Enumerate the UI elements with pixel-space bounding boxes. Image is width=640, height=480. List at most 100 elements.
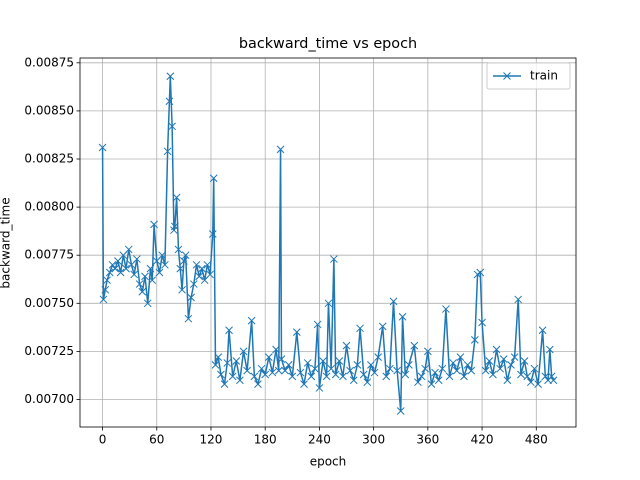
data-point bbox=[534, 380, 542, 388]
data-point bbox=[405, 361, 413, 369]
data-point bbox=[101, 285, 110, 294]
x-tick-label: 300 bbox=[362, 433, 385, 447]
data-point bbox=[417, 372, 426, 381]
data-point bbox=[198, 264, 206, 273]
y-tick-label: 0.00775 bbox=[24, 248, 74, 262]
data-point bbox=[476, 268, 485, 277]
data-point bbox=[449, 359, 458, 367]
data-point bbox=[398, 312, 407, 321]
legend: train bbox=[486, 62, 571, 90]
data-point bbox=[108, 260, 117, 269]
data-point bbox=[276, 145, 285, 154]
data-point bbox=[228, 372, 237, 381]
data-point bbox=[243, 366, 251, 375]
data-point bbox=[268, 368, 277, 377]
data-point bbox=[223, 359, 232, 367]
y-tick-label: 0.00825 bbox=[24, 152, 74, 166]
data-point bbox=[485, 357, 494, 365]
data-point bbox=[220, 380, 229, 388]
data-point bbox=[378, 322, 387, 331]
x-tick-label: 180 bbox=[254, 433, 277, 447]
data-point bbox=[349, 376, 358, 385]
data-point bbox=[172, 193, 181, 202]
y-tick-label: 0.00725 bbox=[24, 344, 74, 358]
data-point bbox=[331, 370, 340, 379]
y-tick-label: 0.00750 bbox=[24, 296, 74, 310]
data-point bbox=[184, 314, 193, 323]
data-point bbox=[163, 147, 172, 156]
data-point bbox=[514, 295, 523, 304]
data-point bbox=[165, 97, 174, 106]
data-point bbox=[143, 299, 152, 308]
data-point bbox=[103, 276, 111, 285]
data-point bbox=[272, 345, 280, 354]
data-point bbox=[442, 305, 450, 313]
data-point bbox=[410, 341, 419, 350]
data-point bbox=[434, 376, 443, 385]
data-point bbox=[327, 364, 336, 373]
plot-frame bbox=[79, 57, 577, 428]
data-point bbox=[303, 359, 312, 367]
data-point bbox=[168, 122, 176, 131]
data-point bbox=[264, 353, 273, 362]
data-point bbox=[146, 264, 155, 273]
data-point bbox=[274, 366, 283, 375]
data-point bbox=[438, 364, 447, 373]
data-point bbox=[460, 372, 468, 381]
data-point bbox=[99, 295, 108, 304]
data-point bbox=[189, 280, 198, 288]
data-point bbox=[105, 268, 114, 277]
x-axis-label: epoch bbox=[310, 455, 347, 469]
data-point bbox=[135, 280, 144, 288]
data-point bbox=[322, 372, 331, 381]
data-point bbox=[463, 361, 472, 369]
data-point bbox=[217, 370, 225, 379]
data-point bbox=[288, 372, 297, 381]
data-point bbox=[98, 143, 107, 152]
data-point bbox=[261, 370, 270, 379]
y-tick-label: 0.00850 bbox=[24, 103, 74, 117]
data-point bbox=[520, 357, 529, 365]
data-point bbox=[499, 355, 508, 363]
x-tick-label: 0 bbox=[99, 433, 107, 447]
data-point bbox=[296, 368, 305, 377]
data-point bbox=[427, 380, 436, 388]
data-point bbox=[155, 268, 164, 277]
legend-marker bbox=[503, 72, 511, 80]
data-point bbox=[549, 376, 558, 385]
data-point bbox=[133, 255, 141, 263]
data-point bbox=[176, 264, 185, 273]
data-point bbox=[527, 378, 535, 387]
data-point bbox=[363, 378, 372, 387]
data-point bbox=[342, 341, 351, 350]
data-point bbox=[209, 174, 218, 183]
data-point bbox=[111, 264, 120, 273]
data-point bbox=[277, 355, 286, 363]
x-tick-label: 420 bbox=[471, 433, 494, 447]
data-point bbox=[445, 372, 454, 381]
data-point bbox=[481, 366, 490, 375]
data-point bbox=[170, 222, 179, 231]
data-point bbox=[414, 378, 422, 387]
data-point bbox=[116, 268, 125, 277]
data-point bbox=[292, 328, 301, 337]
data-point bbox=[507, 361, 515, 369]
data-point bbox=[523, 372, 532, 381]
data-point bbox=[214, 353, 223, 362]
data-point bbox=[339, 372, 347, 381]
data-point bbox=[370, 368, 379, 377]
x-tick-label: 480 bbox=[525, 433, 548, 447]
data-point bbox=[382, 372, 391, 381]
x-tick-label: 60 bbox=[149, 433, 164, 447]
data-point bbox=[187, 293, 195, 302]
data-point bbox=[211, 361, 220, 369]
x-tick-label: 360 bbox=[416, 433, 439, 447]
data-point bbox=[122, 264, 130, 273]
series-line bbox=[101, 75, 555, 412]
data-point bbox=[161, 260, 169, 269]
data-point bbox=[247, 316, 256, 325]
data-point bbox=[456, 353, 465, 362]
data-point bbox=[166, 72, 175, 81]
data-point bbox=[470, 335, 479, 344]
